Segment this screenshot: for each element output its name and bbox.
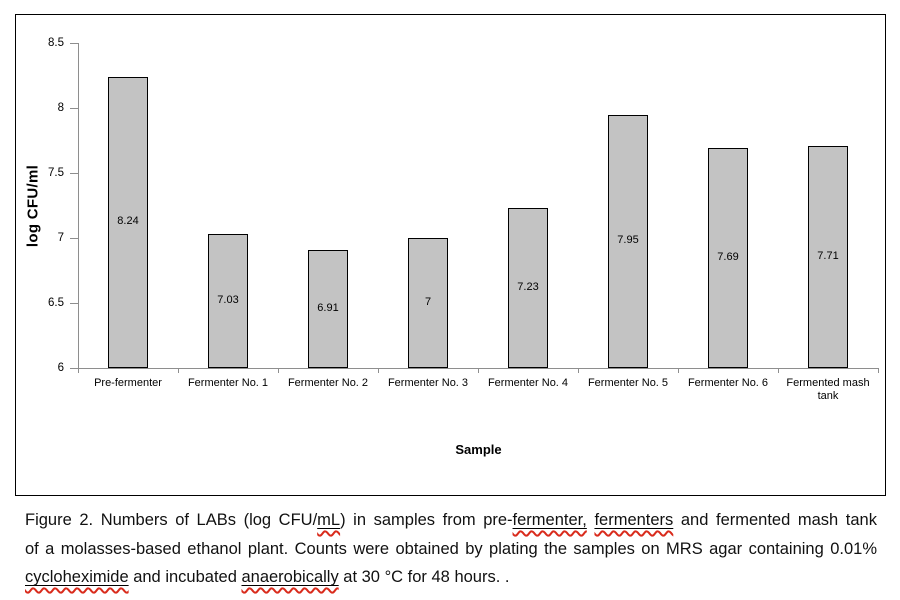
x-tick xyxy=(378,368,379,373)
bar xyxy=(308,249,348,368)
y-tick xyxy=(70,173,78,174)
caption-text: and fermented mash tank xyxy=(673,511,877,529)
x-tick xyxy=(678,368,679,373)
y-tick xyxy=(70,238,78,239)
bar xyxy=(108,76,148,368)
caption-text: of a molasses-based ethanol plant. Count… xyxy=(25,539,877,558)
bar-chart-plot-area: 8.5 8 7.5 7 6.5 6 8.24 Pre-fermenter 7.03 Ferment… xyxy=(16,15,885,495)
x-category-label: Fermenter No. 6 xyxy=(687,377,769,389)
y-tick-label: 8.5 xyxy=(48,37,64,49)
x-category-label: Fermenter No. 2 xyxy=(287,377,369,389)
bar xyxy=(808,145,848,368)
caption-text: Figure 2. Numbers of LABs (log CFU/ xyxy=(25,511,318,529)
bar-value-label: 7 xyxy=(424,296,432,308)
misspelled-word: mL xyxy=(317,511,341,529)
y-tick xyxy=(70,43,78,44)
misspelled-word: fermenters xyxy=(594,511,674,529)
bar-value-label: 7.95 xyxy=(617,234,639,247)
y-axis-line xyxy=(78,43,79,368)
misspelled-word: cycloheximide xyxy=(25,568,129,586)
x-tick xyxy=(578,368,579,373)
bar xyxy=(408,238,448,368)
bar xyxy=(208,234,248,368)
y-tick xyxy=(70,368,78,369)
y-tick-label: 6 xyxy=(57,362,64,374)
bar-value-label: 6.91 xyxy=(317,301,339,314)
y-tick-label: 7.5 xyxy=(48,167,64,179)
caption-text: and incubated xyxy=(128,568,242,586)
x-category-label: Fermenter No. 1 xyxy=(187,377,269,389)
misspelled-word: anaerobically xyxy=(241,568,339,586)
x-tick xyxy=(478,368,479,373)
bar xyxy=(508,208,548,368)
bar-value-label: 8.24 xyxy=(117,215,139,228)
x-category-label: Pre-fermenter xyxy=(94,377,162,389)
figure-caption: Figure 2. Numbers of LABs (log CFU/mL) i… xyxy=(25,506,877,592)
x-category-label: Fermented mash tank xyxy=(786,377,870,402)
caption-line-2: of a molasses-based ethanol plant. Count… xyxy=(25,535,877,564)
x-tick xyxy=(878,368,879,373)
caption-text: ) in samples from pre- xyxy=(340,511,513,529)
x-axis-title: Sample xyxy=(455,442,502,457)
y-tick xyxy=(70,303,78,304)
bar-value-label: 7.23 xyxy=(517,281,539,294)
chart-frame: log CFU/ml 8.5 8 7.5 7 6.5 6 8.24 Pre-fermenter… xyxy=(15,14,886,496)
x-tick xyxy=(778,368,779,373)
x-category-label: Fermenter No. 5 xyxy=(587,377,669,389)
bar-value-label: 7.71 xyxy=(817,249,839,262)
x-category-label: Fermenter No. 4 xyxy=(487,377,569,389)
caption-line-3: cycloheximide and incubated anaerobicall… xyxy=(25,563,877,592)
x-category-label: Fermenter No. 3 xyxy=(387,377,469,389)
x-tick xyxy=(178,368,179,373)
y-tick-label: 8 xyxy=(57,102,64,114)
bar-value-label: 7.03 xyxy=(217,294,239,307)
x-tick xyxy=(278,368,279,373)
caption-text: at 30 °C for 48 hours. . xyxy=(338,568,510,586)
y-tick xyxy=(70,108,78,109)
y-tick-label: 6.5 xyxy=(48,297,64,309)
bar-value-label: 7.69 xyxy=(717,251,739,264)
bar xyxy=(608,114,648,368)
misspelled-word: fermenter, xyxy=(512,511,587,529)
y-tick-label: 7 xyxy=(57,232,64,244)
caption-line-1: Figure 2. Numbers of LABs (log CFU/mL) i… xyxy=(25,506,877,535)
x-tick xyxy=(78,368,79,373)
bar xyxy=(708,148,748,368)
